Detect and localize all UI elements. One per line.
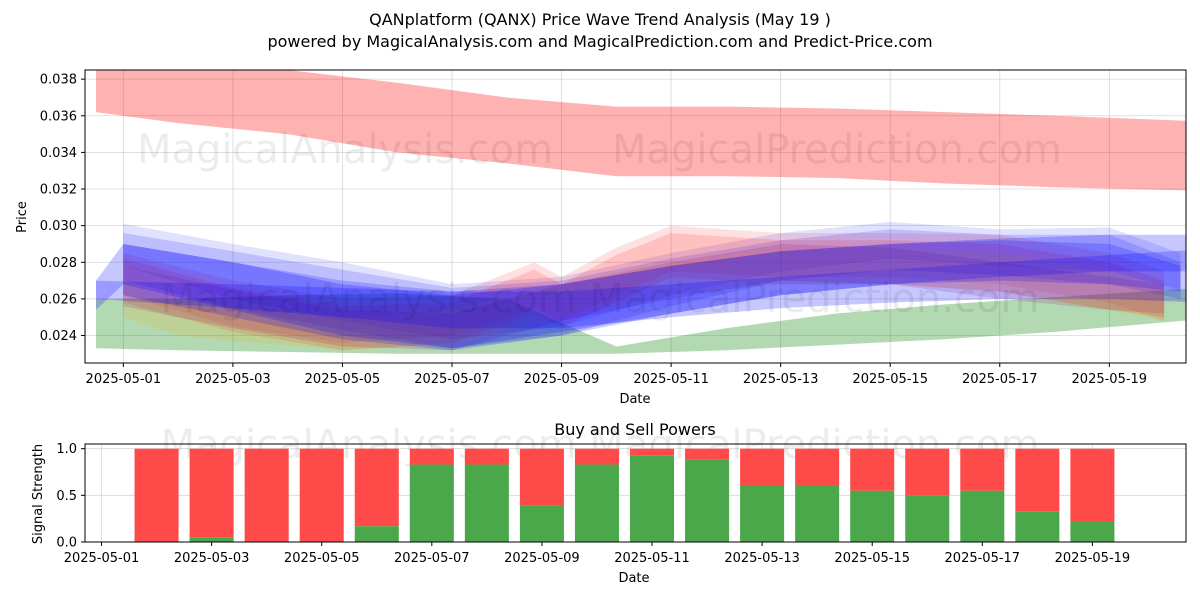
signal-x-tick-label: 2025-05-13 [724, 551, 800, 566]
price-x-tick-label: 2025-05-13 [743, 372, 819, 387]
blue-wave-2 [123, 229, 1181, 349]
sell-bar [244, 448, 289, 542]
blue-wave-3 [123, 240, 1181, 351]
signal-x-tick-label: 2025-05-17 [945, 551, 1021, 566]
price-x-tick-label: 2025-05-15 [852, 372, 928, 387]
sell-bar [905, 448, 950, 496]
signal-x-tick-label: 2025-05-09 [504, 551, 580, 566]
buy-bar [850, 490, 895, 542]
blue-wave-1 [123, 222, 1181, 340]
price-plot-frame [84, 69, 1187, 364]
price-y-tick-label: 0.036 [40, 109, 77, 124]
purple-wave [123, 244, 1165, 351]
buy-bar [1070, 521, 1115, 542]
buy-bar [960, 490, 1005, 542]
buy-bar [189, 537, 234, 542]
price-y-tick-label: 0.030 [40, 219, 77, 234]
price-wave-bands [96, 70, 1186, 354]
watermark-prediction: MagicalPrediction.com [612, 127, 1062, 173]
sell-bar [464, 448, 509, 465]
buy-bar [464, 464, 509, 542]
signal-x-tick-label: 2025-05-01 [64, 551, 140, 566]
signal-x-tick-label: 2025-05-05 [284, 551, 360, 566]
price-y-axis: 0.024 0.026 0.028 0.030 0.032 0.034 0.036 0.038 [40, 73, 85, 344]
price-y-tick-label: 0.026 [40, 292, 77, 307]
signal-panel: Buy and Sell Powers MagicalAnalysis.com … [31, 420, 1187, 586]
sell-bar [850, 448, 895, 491]
sell-bar [409, 448, 454, 465]
price-y-tick-label: 0.028 [40, 256, 77, 271]
sell-bar [354, 448, 399, 527]
sell-bar [519, 448, 564, 506]
price-x-tick-label: 2025-05-03 [195, 372, 271, 387]
price-x-axis: 2025-05-01 2025-05-03 2025-05-05 2025-05-07… [86, 363, 1148, 387]
price-x-tick-label: 2025-05-11 [633, 372, 709, 387]
sell-bar [1015, 448, 1060, 512]
sell-bar [629, 448, 675, 456]
signal-plot-frame [84, 443, 1187, 543]
signal-x-tick-label: 2025-05-19 [1055, 551, 1131, 566]
sell-bar [134, 448, 179, 542]
sell-bar [740, 448, 785, 486]
price-x-tick-label: 2025-05-09 [524, 372, 600, 387]
buy-bar [409, 464, 454, 542]
sell-bar [574, 448, 619, 465]
blue-wave-4 [96, 234, 1186, 349]
buy-bar [519, 505, 564, 542]
sell-bar [189, 448, 234, 538]
watermark-mid: MagicalAnalysis.com MagicalPrediction.co… [161, 276, 1040, 322]
signal-title: Buy and Sell Powers [554, 420, 716, 439]
price-x-tick-label: 2025-05-07 [414, 372, 490, 387]
red-wave-1 [123, 225, 1165, 343]
signal-bars [134, 448, 1115, 542]
watermark-analysis: MagicalAnalysis.com [137, 127, 553, 173]
price-x-tick-label: 2025-05-01 [86, 372, 162, 387]
price-y-tick-label: 0.034 [40, 146, 77, 161]
signal-y-tick-label: 0.0 [56, 536, 77, 551]
buy-bar [740, 486, 785, 542]
buy-bar [685, 459, 730, 542]
chart-subtitle: powered by MagicalAnalysis.com and Magic… [267, 32, 932, 51]
buy-bar [1015, 511, 1060, 542]
price-x-tick-label: 2025-05-05 [305, 372, 381, 387]
signal-x-tick-label: 2025-05-03 [174, 551, 250, 566]
sell-bar [960, 448, 1005, 491]
sell-bar [299, 448, 344, 542]
green-lower-band [96, 288, 1186, 354]
sell-bar [795, 448, 840, 486]
price-y-tick-label: 0.024 [40, 329, 77, 344]
signal-x-tick-label: 2025-05-11 [614, 551, 690, 566]
red-upper-band [96, 70, 1186, 191]
chart-title: QANplatform (QANX) Price Wave Trend Anal… [369, 10, 831, 29]
price-x-label: Date [619, 392, 650, 407]
price-grid [85, 70, 1186, 363]
signal-y-axis: 0.0 0.5 1.0 [56, 442, 85, 551]
sell-bar [1070, 448, 1115, 522]
buy-bar [905, 495, 950, 542]
price-y-label: Price [15, 201, 30, 233]
signal-y-label: Signal Strength [31, 444, 46, 544]
buy-bar [629, 455, 675, 542]
red-wave-2 [123, 233, 1165, 351]
signal-x-axis: 2025-05-01 2025-05-03 2025-05-05 2025-05-07… [64, 542, 1130, 566]
price-panel: MagicalAnalysis.com MagicalPrediction.co… [15, 69, 1187, 407]
signal-x-tick-label: 2025-05-07 [394, 551, 470, 566]
signal-x-tick-label: 2025-05-15 [834, 551, 910, 566]
orange-wave [123, 247, 1165, 351]
signal-x-label: Date [618, 571, 649, 586]
buy-bar [354, 526, 399, 542]
signal-y-tick-label: 0.5 [56, 489, 77, 504]
price-x-tick-label: 2025-05-17 [962, 372, 1038, 387]
price-y-tick-label: 0.038 [40, 73, 77, 88]
buy-bar [574, 464, 619, 542]
sell-bar [685, 448, 730, 460]
price-y-tick-label: 0.032 [40, 183, 77, 198]
blue-wave-5 [96, 250, 1186, 329]
buy-bar [795, 486, 840, 542]
signal-y-tick-label: 1.0 [56, 442, 77, 457]
price-x-tick-label: 2025-05-19 [1072, 372, 1148, 387]
